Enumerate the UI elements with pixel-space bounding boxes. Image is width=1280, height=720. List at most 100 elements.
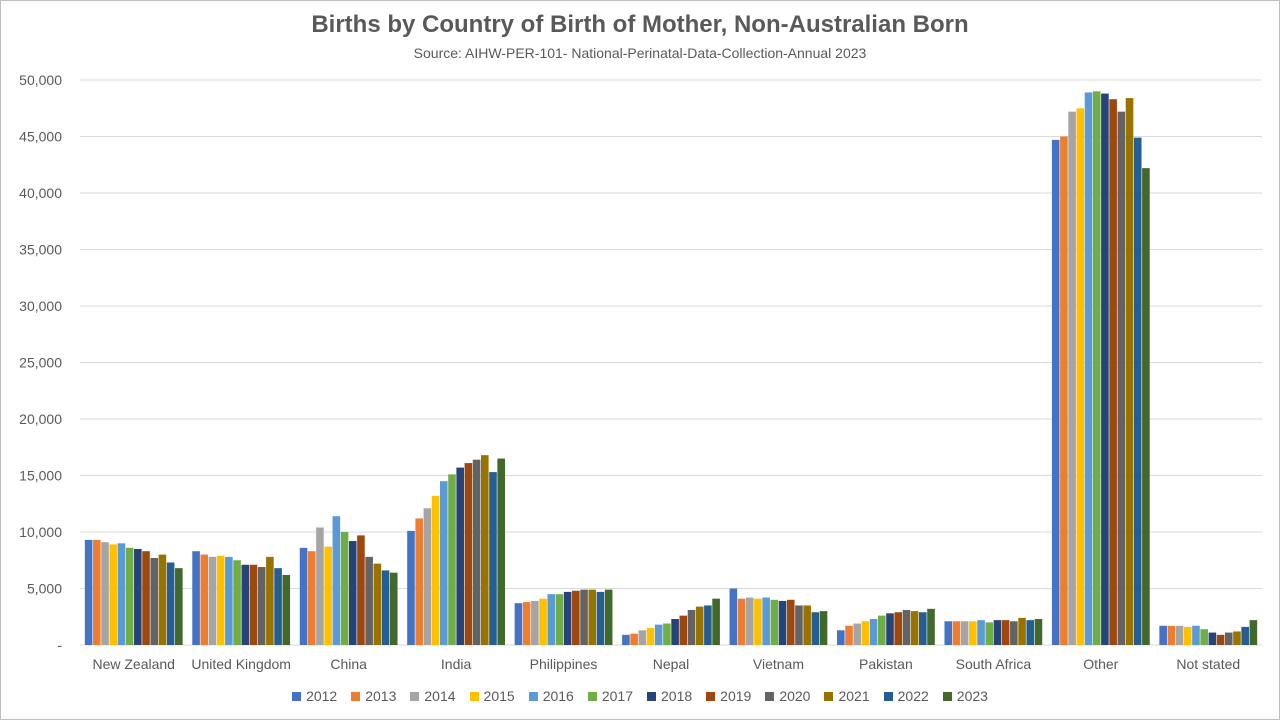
legend-item: 2017: [587, 688, 633, 704]
bar-2018: [348, 541, 357, 645]
y-tick-label: 10,000: [19, 524, 62, 540]
bar-2020: [1224, 632, 1233, 645]
y-tick-label: 40,000: [19, 185, 62, 201]
legend-swatch: [292, 691, 302, 701]
bar-2018: [563, 591, 572, 645]
legend-item: 2014: [410, 688, 456, 704]
bar-2020: [795, 605, 803, 645]
bar-2014: [638, 630, 647, 645]
bar-2015: [1183, 626, 1192, 645]
legend-label: 2023: [956, 688, 988, 704]
bar-2023: [1249, 620, 1258, 645]
legend-item: 2021: [824, 688, 870, 704]
y-tick-label: 45,000: [19, 129, 62, 145]
legend-swatch: [647, 691, 656, 701]
y-tick-label: -: [57, 637, 62, 653]
bar-2023: [927, 608, 935, 645]
legend-swatch: [410, 691, 420, 701]
x-tick-label: Vietnam: [753, 656, 804, 672]
legend-item: 2018: [647, 688, 692, 704]
bar-2015: [431, 495, 440, 645]
bar-2018: [993, 620, 1002, 645]
bar-2021: [803, 605, 811, 645]
bar-2017: [555, 594, 564, 645]
bar-2018: [778, 600, 787, 645]
bar-2014: [101, 542, 109, 645]
bar-2021: [1018, 617, 1026, 645]
bar-2017: [448, 474, 456, 645]
x-tick-label: Not stated: [1176, 656, 1240, 672]
bar-2012: [944, 621, 953, 645]
bar-2023: [712, 598, 720, 645]
legend-label: 2022: [897, 688, 929, 704]
legend-swatch: [351, 691, 361, 701]
bar-2013: [630, 633, 638, 645]
bar-2023: [1142, 168, 1150, 645]
legend-item: 2020: [765, 688, 810, 704]
bar-2020: [472, 459, 481, 645]
bar-2014: [1068, 111, 1076, 645]
bar-2018: [886, 613, 894, 645]
bar-2016: [762, 597, 770, 645]
legend-label: 2013: [365, 688, 397, 704]
bar-2014: [745, 597, 754, 645]
bar-2016: [1192, 625, 1200, 645]
bar-2022: [166, 562, 175, 645]
bar-2012: [192, 551, 200, 645]
bar-2019: [679, 615, 688, 645]
bar-2018: [456, 467, 464, 645]
bar-2018: [1101, 93, 1109, 645]
legend-label: 2017: [601, 688, 633, 704]
bar-2017: [125, 547, 134, 645]
bar-2013: [952, 621, 961, 645]
legend-item: 2023: [942, 688, 988, 704]
bar-2014: [853, 623, 862, 645]
bar-2022: [919, 612, 927, 645]
bar-2020: [257, 567, 266, 645]
y-axis-labels: - 5,000 10,000 15,000 20,000 25,000 30,000 35,0…: [19, 72, 62, 653]
bar-2021: [480, 455, 489, 645]
bar-2013: [415, 518, 423, 645]
bar-2017: [1200, 629, 1208, 645]
chart-subtitle: Source: AIHW-PER-101- National-Perinatal…: [413, 45, 867, 61]
bar-2018: [241, 564, 250, 645]
legend-item: 2016: [528, 688, 574, 704]
x-tick-label: China: [330, 656, 367, 672]
bar-2022: [704, 605, 712, 645]
bar-2016: [977, 620, 985, 645]
bar-2015: [754, 598, 762, 645]
bar-2020: [365, 556, 373, 645]
bar-2016: [332, 516, 341, 645]
bar-2016: [439, 481, 448, 645]
x-tick-label: South Africa: [956, 656, 1032, 672]
bar-2020: [580, 589, 588, 645]
bar-2019: [249, 564, 258, 645]
bar-2021: [588, 589, 597, 645]
bar-2012: [1159, 625, 1167, 645]
legend-label: 2019: [720, 688, 752, 704]
legend-item: 2015: [469, 688, 515, 704]
legend-swatch: [883, 691, 893, 701]
bar-2012: [407, 530, 415, 645]
bar-2021: [910, 611, 919, 645]
legend-label: 2015: [483, 688, 515, 704]
bar-2016: [547, 594, 556, 645]
bar-2019: [142, 551, 150, 645]
bar-2015: [1076, 108, 1085, 645]
bar-2019: [357, 535, 365, 645]
bar-2012: [729, 588, 738, 645]
y-tick-label: 25,000: [19, 355, 62, 371]
bar-2021: [266, 556, 274, 645]
y-tick-label: 50,000: [19, 72, 62, 88]
bar-2012: [84, 539, 93, 645]
bar-2016: [1084, 92, 1093, 646]
bar-2019: [572, 590, 580, 645]
bar-2022: [489, 472, 497, 645]
bar-2016: [654, 624, 663, 645]
bar-2021: [373, 563, 382, 645]
bar-2013: [200, 554, 209, 645]
legend-swatch: [587, 691, 597, 701]
legend-swatch: [765, 691, 775, 701]
bar-2022: [811, 612, 820, 645]
bar-2021: [158, 554, 167, 645]
